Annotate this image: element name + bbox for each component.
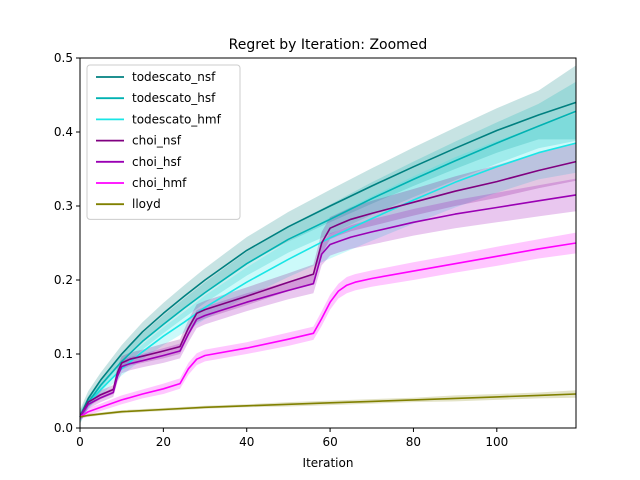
y-tick-label: 0.0 bbox=[54, 421, 73, 435]
band-todescato_nsf bbox=[80, 65, 576, 425]
x-tick-label: 40 bbox=[239, 435, 254, 449]
x-tick-label: 80 bbox=[406, 435, 421, 449]
x-tick-label: 60 bbox=[322, 435, 337, 449]
line-todescato_hmf bbox=[79, 142, 577, 418]
x-axis-ticks: 0 20 40 60 80 100 bbox=[76, 428, 508, 449]
line-lloyd bbox=[79, 393, 577, 418]
band-todescato_hmf bbox=[80, 113, 576, 422]
y-tick-label: 0.5 bbox=[54, 51, 73, 65]
x-tick-label: 20 bbox=[156, 435, 171, 449]
line-todescato_nsf bbox=[79, 101, 577, 418]
line-choi_nsf bbox=[79, 160, 577, 418]
y-tick-label: 0.1 bbox=[54, 347, 73, 361]
series-lines bbox=[79, 101, 577, 418]
legend-label-choi_nsf: choi_nsf bbox=[132, 134, 182, 148]
legend-label-todescato_hsf: todescato_hsf bbox=[132, 91, 216, 105]
legend-label-todescato_nsf: todescato_nsf bbox=[132, 70, 216, 84]
x-tick-label: 0 bbox=[76, 435, 84, 449]
x-axis-label: Iteration bbox=[303, 456, 354, 470]
legend-label-lloyd: lloyd bbox=[132, 197, 161, 211]
legend: todescato_nsf todescato_hsf todescato_hmfc… bbox=[86, 64, 241, 220]
legend-box bbox=[86, 64, 241, 220]
chart-title: Regret by Iteration: Zoomed bbox=[229, 37, 428, 53]
legend-label-choi_hmf: choi_hmf bbox=[132, 176, 187, 190]
line-choi_hmf bbox=[79, 242, 577, 418]
x-tick-label: 100 bbox=[485, 435, 508, 449]
legend-label-todescato_hmf: todescato_hmf bbox=[132, 112, 222, 126]
line-todescato_hsf bbox=[79, 110, 577, 418]
y-tick-label: 0.3 bbox=[54, 199, 73, 213]
line-choi_hsf bbox=[79, 194, 577, 418]
band-choi_nsf bbox=[80, 142, 576, 421]
legend-label-choi_hsf: choi_hsf bbox=[132, 155, 182, 169]
y-axis-ticks: 0.0 0.1 0.2 0.3 0.4 0.5 bbox=[54, 51, 80, 435]
y-tick-label: 0.4 bbox=[54, 125, 73, 139]
plot-frame bbox=[79, 57, 577, 429]
band-todescato_hsf bbox=[80, 81, 576, 423]
band-lloyd bbox=[80, 390, 576, 419]
y-tick-label: 0.2 bbox=[54, 273, 73, 287]
